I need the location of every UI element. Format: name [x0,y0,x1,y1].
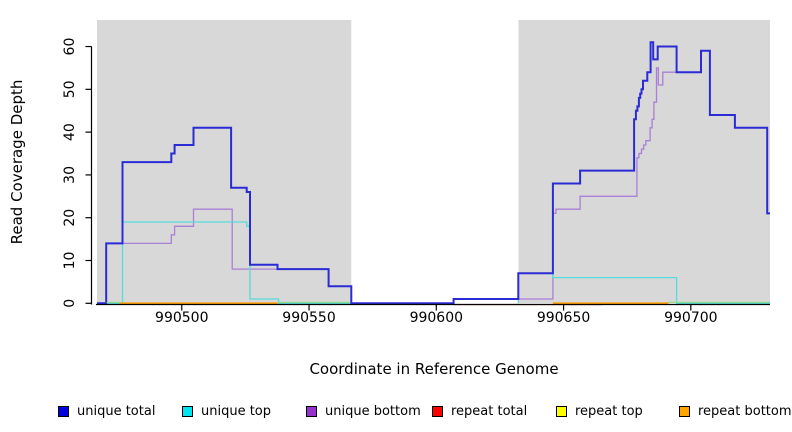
x-tick-label: 990550 [282,310,335,326]
x-tick-label: 990700 [664,310,717,326]
legend-swatch-icon [679,405,690,417]
series-unique-bottom-line [97,50,770,304]
y-tick-label: 0 [62,299,78,308]
y-tick-label: 60 [62,38,78,56]
series-unique-top-line [97,221,352,304]
legend-item-repeat-total: repeat total [432,403,527,419]
legend-swatch-icon [556,405,567,417]
legend-item-label: repeat bottom [698,403,792,419]
legend-item-label: unique top [201,403,272,419]
y-tick-label: 30 [62,166,78,184]
legend-item-label: repeat total [451,403,528,419]
legend-item-repeat-bottom: repeat bottom [679,403,792,419]
y-tick-label: 20 [62,209,78,227]
x-tick-label: 990600 [410,310,463,326]
legend-item-label: repeat top [575,403,643,419]
chart-legend: unique total unique top unique bottom re… [0,403,792,425]
legend-item-label: unique total [77,403,156,419]
legend-item-unique-bottom: unique bottom [306,403,421,419]
legend-item-repeat-top: repeat top [556,403,643,419]
legend-item-label: unique bottom [325,403,421,419]
y-tick-label: 40 [62,123,78,141]
legend-swatch-icon [58,405,69,417]
legend-item-unique-total: unique total [58,403,155,419]
legend-swatch-icon [182,405,193,417]
x-axis-title: Coordinate in Reference Genome [309,360,559,378]
y-axis-title: Read Coverage Depth [8,79,26,245]
x-tick-label: 990500 [155,310,208,326]
legend-item-unique-top: unique top [182,403,271,419]
white-mask-region [351,20,519,304]
series-unique-total-line [97,41,770,305]
y-tick-label: 50 [62,80,78,98]
legend-swatch-icon [432,405,443,417]
y-tick-label: 10 [62,252,78,270]
legend-swatch-icon [306,405,317,417]
x-tick-label: 990650 [537,310,590,326]
